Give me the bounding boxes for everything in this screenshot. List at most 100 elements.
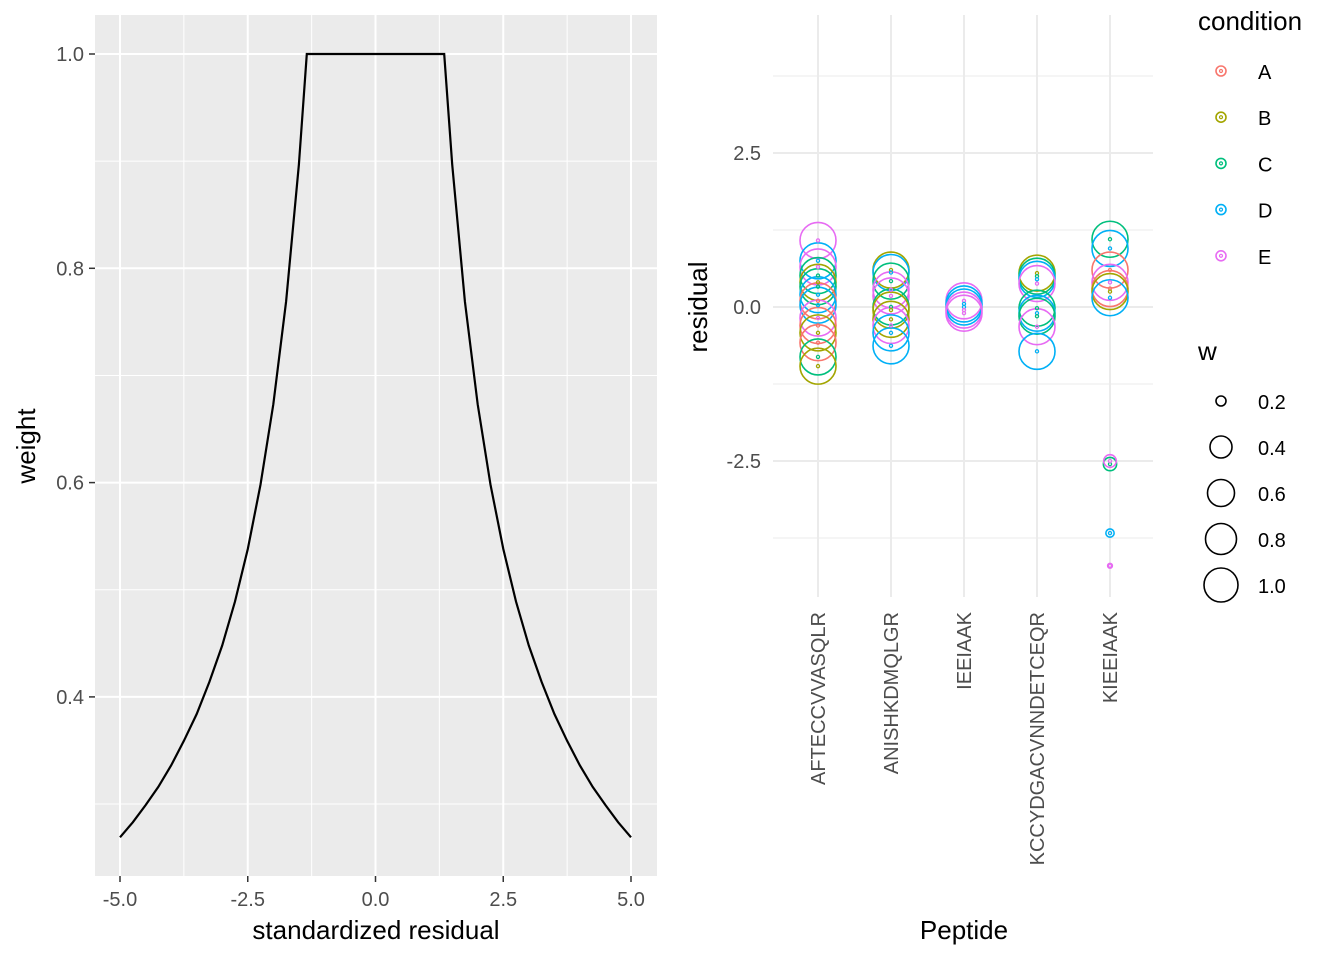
weight-circle [1091, 229, 1129, 268]
x-tick-label: ANISHKDMQLGR [881, 612, 903, 774]
legend-label: A [1258, 62, 1272, 84]
residual-point [888, 278, 894, 284]
residual-point [815, 273, 821, 278]
residual-point [815, 330, 821, 336]
residual-point [1107, 237, 1113, 242]
weight-circle [945, 294, 983, 332]
residual-point [815, 238, 821, 243]
weight-circle [799, 306, 837, 345]
residual-point [1107, 458, 1113, 464]
x-tick-label: KCCYDGACVNNDETCEQR [1027, 612, 1049, 865]
residual-plot: -2.5 0.0 2.5 AFTECCVVASQLR ANISHKDMQLGR IEEIA… [683, 15, 1153, 945]
residual-point [815, 258, 821, 263]
residual-point [1107, 280, 1113, 285]
residual-point [815, 315, 821, 321]
x-tick-label: -2.5 [231, 889, 265, 911]
legend-label: 0.2 [1258, 392, 1286, 414]
x-tick-label: KIEEIAAK [1100, 611, 1122, 703]
x-tick-label: -5.0 [103, 889, 137, 911]
weight-circle [799, 299, 837, 337]
weight-circle [799, 314, 837, 352]
weight-circle [872, 300, 910, 339]
legend-label: B [1258, 108, 1271, 130]
legend-key-circle-icon [1215, 157, 1227, 170]
residual-point [961, 310, 967, 316]
weight-circle [799, 286, 837, 324]
weight-circle [872, 253, 910, 292]
legend-key-dot-icon [1218, 161, 1224, 166]
size-legend-key-icon [1206, 478, 1236, 508]
y-tick-label: 2.5 [733, 143, 761, 165]
weight-circle [1106, 562, 1114, 569]
legend-label: 0.4 [1258, 438, 1286, 460]
residual-point [815, 302, 821, 308]
residual-point [1034, 306, 1040, 311]
weight-circle [799, 347, 837, 385]
legend-key-circle-icon [1215, 203, 1227, 216]
residual-point [1107, 295, 1113, 300]
residual-point [1107, 563, 1113, 568]
weight-circle [872, 327, 910, 365]
y-tick-label: 0.4 [56, 687, 84, 709]
size-legend-key-icon [1215, 395, 1227, 407]
x-tick-label: 0.0 [362, 889, 390, 911]
size-legend-key-icon [1204, 522, 1238, 556]
weight-circle [1091, 251, 1129, 289]
x-axis-title: standardized residual [252, 915, 499, 945]
weight-circle [1102, 453, 1118, 469]
weight-circle [1105, 528, 1115, 539]
legend-label: 0.6 [1258, 484, 1286, 506]
legend-key-dot-icon [1218, 207, 1224, 212]
legend-label: E [1258, 247, 1271, 269]
y-tick-label: 0.0 [733, 297, 761, 319]
legend-label: 0.8 [1258, 530, 1286, 552]
residual-point [888, 343, 894, 349]
weight-circle [799, 241, 837, 280]
legend-key-circle-icon [1215, 250, 1227, 262]
residual-point [888, 287, 894, 292]
residual-point [888, 307, 894, 313]
residual-point [1034, 277, 1040, 282]
residual-point [1107, 530, 1113, 536]
residual-point [815, 284, 821, 289]
residual-point [815, 292, 821, 297]
weight-circle [872, 306, 910, 345]
residual-point [815, 264, 821, 270]
x-tick-label: AFTECCVVASQLR [808, 612, 830, 785]
weight-circle [872, 314, 910, 352]
residual-point [1034, 281, 1040, 286]
legend-key-dot-icon [1218, 68, 1224, 74]
legend-key-dot-icon [1218, 253, 1224, 258]
size-legend-title: w [1197, 336, 1217, 366]
residual-point [888, 267, 894, 273]
weight-circle [799, 323, 837, 362]
residual-point [1107, 267, 1113, 273]
weight-circle [872, 277, 910, 315]
legend-key-circle-icon [1215, 111, 1227, 123]
residual-point [815, 363, 821, 369]
residual-point [815, 340, 821, 345]
legend-label: D [1258, 201, 1272, 223]
legend-label: 1.0 [1258, 576, 1286, 598]
color-legend-title: condition [1198, 6, 1302, 36]
residual-point [888, 270, 894, 275]
weight-circle [799, 338, 837, 376]
weight-circle [1018, 332, 1056, 371]
legend: condition A B C D E w 0.2 0.4 0.6 0.8 1.0 [1197, 6, 1302, 603]
legend-key-dot-icon [1218, 115, 1224, 120]
y-tick-label: 1.0 [56, 44, 84, 66]
y-axis-title: weight [11, 408, 41, 485]
x-tick-label: IEEIAAK [954, 611, 976, 689]
x-tick-label: 5.0 [617, 889, 645, 911]
weight-circle [1091, 272, 1129, 311]
y-axis-title: residual [683, 261, 713, 352]
residual-point [1107, 289, 1113, 294]
weight-function-plot: -5.0 -2.5 0.0 2.5 5.0 0.4 0.6 0.8 1.0 standardiz… [11, 15, 657, 945]
weight-circle [1018, 307, 1056, 346]
residual-point [888, 293, 894, 299]
weight-circle [1091, 263, 1129, 302]
residual-point [1034, 314, 1040, 319]
residual-point [815, 323, 821, 328]
residual-point [815, 280, 821, 285]
